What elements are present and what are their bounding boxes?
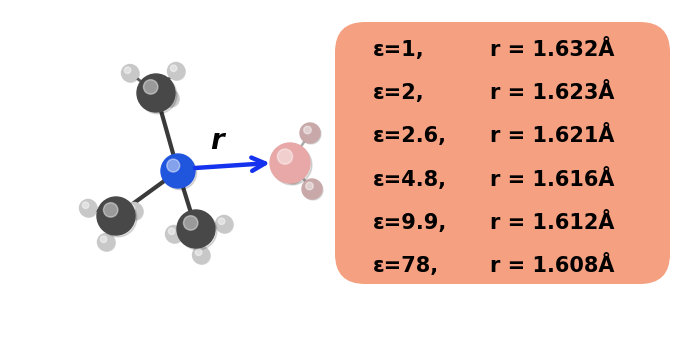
- Circle shape: [165, 92, 171, 99]
- Circle shape: [216, 216, 233, 233]
- Text: ε=9.9,: ε=9.9,: [373, 213, 447, 233]
- Circle shape: [99, 234, 116, 251]
- Text: r = 1.608Å: r = 1.608Å: [490, 256, 614, 276]
- Text: ε=4.8,: ε=4.8,: [373, 169, 447, 190]
- Text: r = 1.612Å: r = 1.612Å: [490, 213, 614, 233]
- Circle shape: [303, 180, 323, 200]
- Circle shape: [167, 63, 184, 79]
- Circle shape: [177, 210, 215, 248]
- Circle shape: [161, 154, 195, 188]
- FancyBboxPatch shape: [335, 22, 670, 284]
- Circle shape: [167, 226, 184, 244]
- Circle shape: [286, 166, 293, 174]
- Circle shape: [300, 123, 320, 143]
- Circle shape: [270, 143, 310, 183]
- Circle shape: [162, 89, 178, 106]
- Text: r = 1.616Å: r = 1.616Å: [490, 169, 614, 190]
- Circle shape: [277, 149, 292, 164]
- Circle shape: [302, 179, 322, 199]
- Circle shape: [193, 247, 210, 265]
- Circle shape: [137, 74, 175, 112]
- Circle shape: [171, 65, 177, 72]
- Circle shape: [272, 145, 312, 185]
- Circle shape: [184, 216, 198, 230]
- Circle shape: [195, 249, 202, 256]
- Circle shape: [282, 163, 302, 183]
- Circle shape: [167, 159, 180, 172]
- Circle shape: [103, 203, 118, 217]
- Circle shape: [80, 199, 97, 216]
- Text: ε=78,: ε=78,: [373, 256, 439, 276]
- Text: r = 1.623Å: r = 1.623Å: [490, 83, 614, 103]
- Circle shape: [179, 212, 217, 250]
- Text: ε=1,: ε=1,: [373, 40, 424, 60]
- Circle shape: [122, 66, 139, 82]
- Circle shape: [306, 182, 313, 190]
- Circle shape: [124, 67, 131, 73]
- Circle shape: [139, 76, 177, 114]
- Circle shape: [126, 203, 143, 220]
- Circle shape: [192, 246, 209, 263]
- Circle shape: [99, 199, 137, 237]
- Text: ε=2,: ε=2,: [373, 83, 424, 103]
- Circle shape: [80, 200, 97, 218]
- Circle shape: [301, 124, 321, 144]
- Circle shape: [82, 202, 89, 209]
- Circle shape: [218, 218, 225, 225]
- Text: r = 1.632Å: r = 1.632Å: [490, 40, 614, 60]
- Circle shape: [163, 156, 197, 190]
- Circle shape: [283, 164, 303, 184]
- Text: ε=2.6,: ε=2.6,: [373, 126, 447, 146]
- Circle shape: [169, 63, 186, 80]
- Circle shape: [122, 64, 139, 82]
- Circle shape: [216, 215, 233, 232]
- Circle shape: [304, 126, 311, 134]
- Text: r: r: [209, 127, 223, 155]
- Circle shape: [169, 228, 175, 235]
- Circle shape: [129, 205, 135, 211]
- Circle shape: [126, 203, 143, 220]
- Circle shape: [165, 225, 182, 242]
- Circle shape: [163, 90, 180, 108]
- Circle shape: [97, 197, 135, 235]
- Circle shape: [97, 234, 114, 251]
- Circle shape: [143, 80, 158, 94]
- Text: r = 1.621Å: r = 1.621Å: [490, 126, 614, 146]
- Circle shape: [101, 236, 107, 242]
